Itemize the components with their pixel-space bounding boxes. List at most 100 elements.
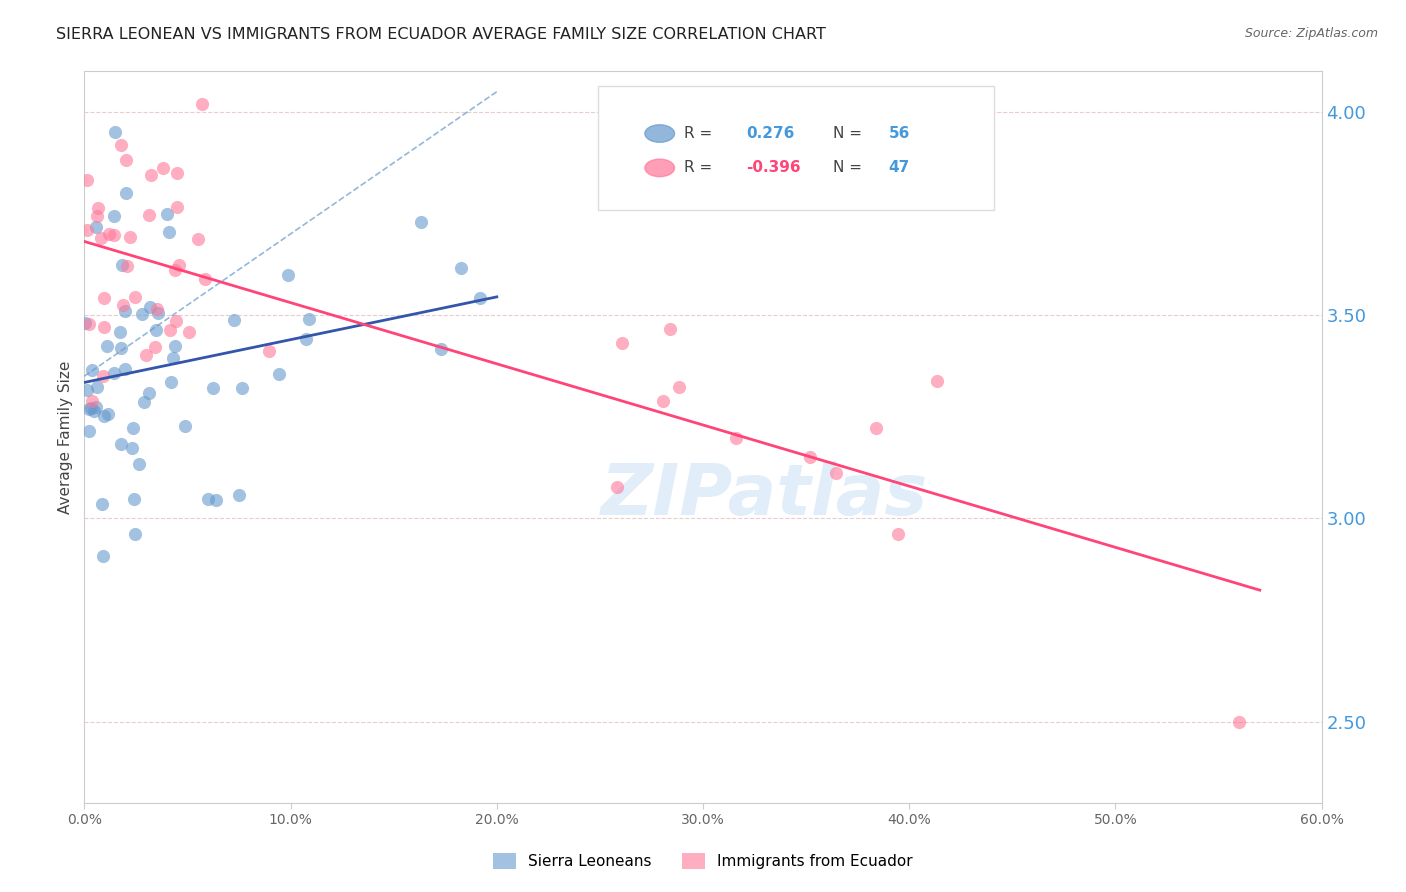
Immigrants from Ecuador xyxy=(103,228,125,243)
Sierra Leoneans xyxy=(228,488,250,502)
Immigrants from Ecuador xyxy=(799,450,821,465)
Sierra Leoneans xyxy=(83,404,105,418)
Sierra Leoneans xyxy=(77,424,100,438)
Sierra Leoneans xyxy=(84,400,107,414)
Immigrants from Ecuador xyxy=(138,208,160,222)
Immigrants from Ecuador xyxy=(165,263,187,277)
Immigrants from Ecuador xyxy=(152,161,174,175)
Sierra Leoneans xyxy=(103,209,125,223)
Immigrants from Ecuador xyxy=(143,340,166,354)
Immigrants from Ecuador xyxy=(194,272,217,286)
Sierra Leoneans xyxy=(205,492,228,507)
Immigrants from Ecuador xyxy=(610,336,633,351)
Sierra Leoneans xyxy=(114,362,136,376)
Sierra Leoneans xyxy=(91,497,114,511)
Immigrants from Ecuador xyxy=(724,431,747,445)
Sierra Leoneans xyxy=(114,186,136,201)
Sierra Leoneans xyxy=(138,385,160,400)
Immigrants from Ecuador xyxy=(93,291,115,305)
Immigrants from Ecuador xyxy=(186,231,208,245)
Immigrants from Ecuador xyxy=(668,380,690,394)
Sierra Leoneans xyxy=(84,220,107,235)
Sierra Leoneans xyxy=(128,457,150,471)
Sierra Leoneans xyxy=(77,402,100,417)
Sierra Leoneans xyxy=(197,491,219,506)
Immigrants from Ecuador xyxy=(166,166,188,180)
Sierra Leoneans xyxy=(82,363,104,377)
Immigrants from Ecuador xyxy=(91,368,114,383)
Sierra Leoneans xyxy=(110,437,132,451)
Text: 47: 47 xyxy=(889,161,910,176)
Immigrants from Ecuador xyxy=(865,420,887,434)
Sierra Leoneans xyxy=(450,261,472,276)
Sierra Leoneans xyxy=(295,333,318,347)
Text: 0.276: 0.276 xyxy=(747,126,794,141)
Immigrants from Ecuador xyxy=(606,480,628,494)
Sierra Leoneans xyxy=(114,304,136,318)
Immigrants from Ecuador xyxy=(110,137,132,152)
Sierra Leoneans xyxy=(96,339,118,353)
Immigrants from Ecuador xyxy=(191,96,214,111)
Immigrants from Ecuador xyxy=(1227,714,1250,729)
Sierra Leoneans xyxy=(409,215,432,229)
Sierra Leoneans xyxy=(267,367,290,381)
Sierra Leoneans xyxy=(162,351,184,365)
Sierra Leoneans xyxy=(91,549,114,563)
Sierra Leoneans xyxy=(93,409,115,423)
Sierra Leoneans xyxy=(157,225,180,239)
Circle shape xyxy=(645,125,675,143)
Sierra Leoneans xyxy=(231,381,253,395)
Sierra Leoneans xyxy=(145,323,167,337)
Sierra Leoneans xyxy=(277,268,299,282)
Immigrants from Ecuador xyxy=(118,230,141,244)
Sierra Leoneans xyxy=(110,341,132,355)
Text: R =: R = xyxy=(685,126,717,141)
Sierra Leoneans xyxy=(159,375,181,389)
Immigrants from Ecuador xyxy=(146,301,169,316)
Immigrants from Ecuador xyxy=(115,260,138,274)
Sierra Leoneans xyxy=(146,306,169,320)
Text: Source: ZipAtlas.com: Source: ZipAtlas.com xyxy=(1244,27,1378,40)
Immigrants from Ecuador xyxy=(825,466,848,480)
Immigrants from Ecuador xyxy=(887,527,910,541)
Immigrants from Ecuador xyxy=(139,168,162,182)
Text: N =: N = xyxy=(832,126,866,141)
Sierra Leoneans xyxy=(132,395,155,409)
Sierra Leoneans xyxy=(104,125,127,139)
Immigrants from Ecuador xyxy=(925,374,948,388)
Immigrants from Ecuador xyxy=(86,201,108,215)
Immigrants from Ecuador xyxy=(259,344,281,359)
Sierra Leoneans xyxy=(224,312,246,326)
Immigrants from Ecuador xyxy=(90,231,112,245)
Sierra Leoneans xyxy=(122,421,145,435)
Sierra Leoneans xyxy=(173,419,195,434)
Text: N =: N = xyxy=(832,161,866,176)
Sierra Leoneans xyxy=(139,300,162,314)
FancyBboxPatch shape xyxy=(598,86,994,211)
Sierra Leoneans xyxy=(468,291,491,305)
Sierra Leoneans xyxy=(79,401,101,415)
Immigrants from Ecuador xyxy=(658,322,681,336)
Sierra Leoneans xyxy=(76,383,98,397)
Immigrants from Ecuador xyxy=(86,209,108,223)
Sierra Leoneans xyxy=(430,342,453,356)
Immigrants from Ecuador xyxy=(98,227,121,241)
Sierra Leoneans xyxy=(165,339,187,353)
Y-axis label: Average Family Size: Average Family Size xyxy=(58,360,73,514)
Text: 56: 56 xyxy=(889,126,910,141)
Immigrants from Ecuador xyxy=(166,200,188,214)
Sierra Leoneans xyxy=(97,407,120,421)
Sierra Leoneans xyxy=(124,527,146,541)
Immigrants from Ecuador xyxy=(111,298,134,312)
Sierra Leoneans xyxy=(122,492,145,507)
Sierra Leoneans xyxy=(75,317,97,331)
Sierra Leoneans xyxy=(103,366,125,380)
Immigrants from Ecuador xyxy=(159,323,181,337)
Immigrants from Ecuador xyxy=(651,393,673,408)
Sierra Leoneans xyxy=(131,307,153,321)
Immigrants from Ecuador xyxy=(177,325,200,339)
Sierra Leoneans xyxy=(86,380,108,394)
Immigrants from Ecuador xyxy=(165,314,187,328)
Immigrants from Ecuador xyxy=(76,223,98,237)
Sierra Leoneans xyxy=(156,206,179,220)
